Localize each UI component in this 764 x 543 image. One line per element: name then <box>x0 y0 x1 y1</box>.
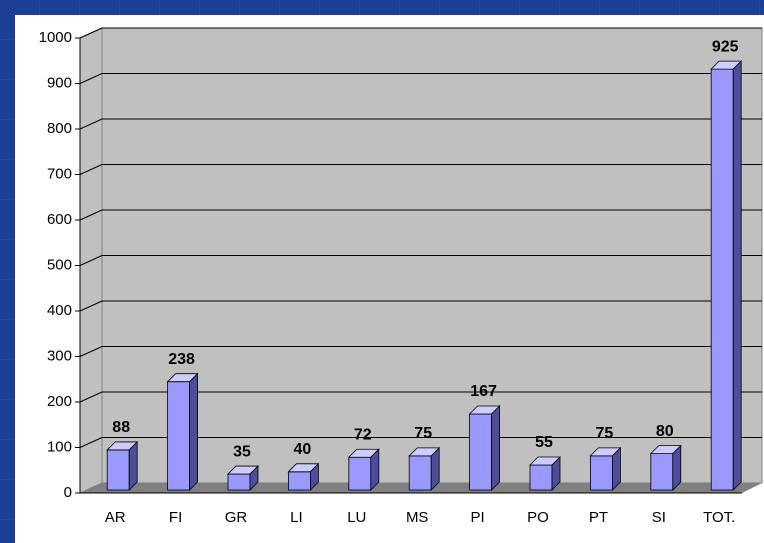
grid-line <box>79 300 103 312</box>
y-tick-label: 200 <box>47 393 72 410</box>
value-label: 35 <box>233 443 251 460</box>
bar <box>710 68 734 491</box>
bar <box>287 471 311 491</box>
grid-line <box>79 255 103 266</box>
y-tick-label: 900 <box>47 74 72 91</box>
y-tick-label: 1000 <box>39 29 72 46</box>
bar <box>590 455 613 491</box>
bar <box>167 381 191 491</box>
value-label: 80 <box>656 423 674 440</box>
x-tick-label: GR <box>225 509 248 526</box>
x-tick-label: SI <box>652 509 666 526</box>
bar-side <box>309 462 319 491</box>
x-tick-label: AR <box>105 509 126 526</box>
bar <box>529 464 553 491</box>
x-tick-label: PI <box>471 509 485 526</box>
bar-side <box>491 405 501 491</box>
bar <box>227 473 251 491</box>
y-tick-label: 0 <box>64 484 72 501</box>
bar <box>469 413 493 491</box>
bar-side <box>370 448 380 491</box>
y-tick-label: 700 <box>47 165 72 182</box>
grid-line <box>79 118 103 130</box>
value-label: 925 <box>712 38 739 55</box>
y-tick-label: 500 <box>47 256 72 273</box>
grid-line <box>79 209 103 221</box>
bar-side <box>430 446 440 491</box>
bar-side <box>732 60 742 491</box>
x-tick-label: PT <box>589 509 608 526</box>
x-tick-label: LU <box>347 509 366 526</box>
value-label: 167 <box>470 383 497 400</box>
value-label: 72 <box>354 426 372 443</box>
bar-side <box>551 456 561 491</box>
value-label: 55 <box>535 434 553 451</box>
bar-side <box>189 372 199 491</box>
bar-side <box>249 465 259 491</box>
grid-line <box>79 73 103 84</box>
y-tick-label: 300 <box>47 347 72 364</box>
x-tick-label: FI <box>169 509 182 526</box>
bar-side <box>128 440 138 491</box>
bar <box>408 455 432 491</box>
grid-line <box>79 27 103 39</box>
value-label: 75 <box>414 425 432 442</box>
bar-side <box>672 444 682 491</box>
grid-line <box>79 346 103 357</box>
y-tick-label: 600 <box>47 211 72 228</box>
bar <box>650 453 674 491</box>
bar <box>106 449 130 491</box>
x-tick-label: MS <box>406 509 429 526</box>
bar-side <box>612 446 621 491</box>
grid-line <box>79 164 103 175</box>
x-tick-label: TOT. <box>703 509 735 526</box>
grid-line <box>79 437 103 448</box>
grid-line <box>79 391 103 403</box>
y-tick-label: 100 <box>47 438 72 455</box>
x-tick-label: PO <box>527 509 549 526</box>
y-tick-label: 400 <box>47 302 72 319</box>
value-label: 75 <box>596 425 614 442</box>
bar <box>348 456 372 491</box>
y-tick-label: 800 <box>47 120 72 137</box>
x-tick-label: LI <box>290 509 303 526</box>
value-label: 88 <box>112 419 130 436</box>
value-label: 40 <box>294 441 312 458</box>
value-label: 238 <box>168 351 195 368</box>
